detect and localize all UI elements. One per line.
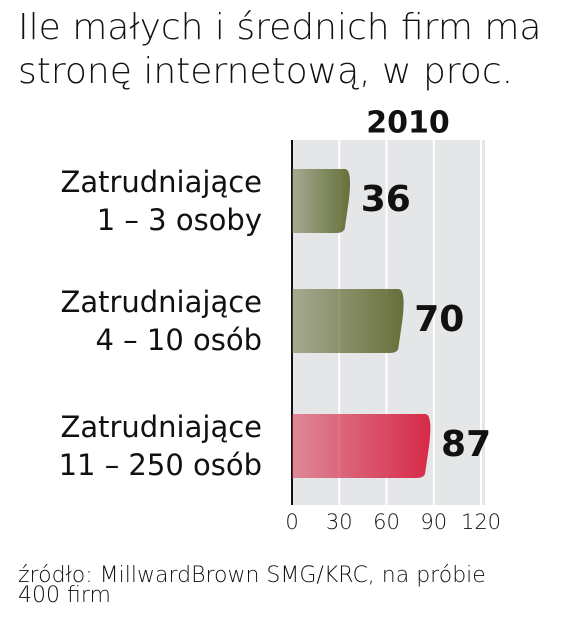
value-label: 36 bbox=[361, 179, 411, 220]
x-tick-label: 90 bbox=[420, 510, 447, 534]
bar bbox=[292, 169, 351, 233]
bar bbox=[292, 414, 431, 478]
x-tick-label: 120 bbox=[461, 510, 501, 534]
category-label: Zatrudniające 11 – 250 osób bbox=[58, 410, 262, 482]
subtitle: 2010 bbox=[366, 106, 450, 141]
source-note: źródło: MillwardBrown SMG/KRC, na próbie… bbox=[18, 563, 486, 608]
category-label: Zatrudniające 1 – 3 osoby bbox=[60, 165, 262, 237]
chart-title: Ile małych i średnich firm ma stronę int… bbox=[18, 7, 542, 92]
x-tick-label: 60 bbox=[373, 510, 400, 534]
value-label: 87 bbox=[441, 424, 491, 465]
bar bbox=[292, 289, 404, 353]
category-label: Zatrudniające 4 – 10 osób bbox=[60, 285, 262, 357]
x-tick-label: 0 bbox=[285, 510, 298, 534]
x-tick-label: 30 bbox=[326, 510, 353, 534]
value-label: 70 bbox=[414, 299, 464, 340]
